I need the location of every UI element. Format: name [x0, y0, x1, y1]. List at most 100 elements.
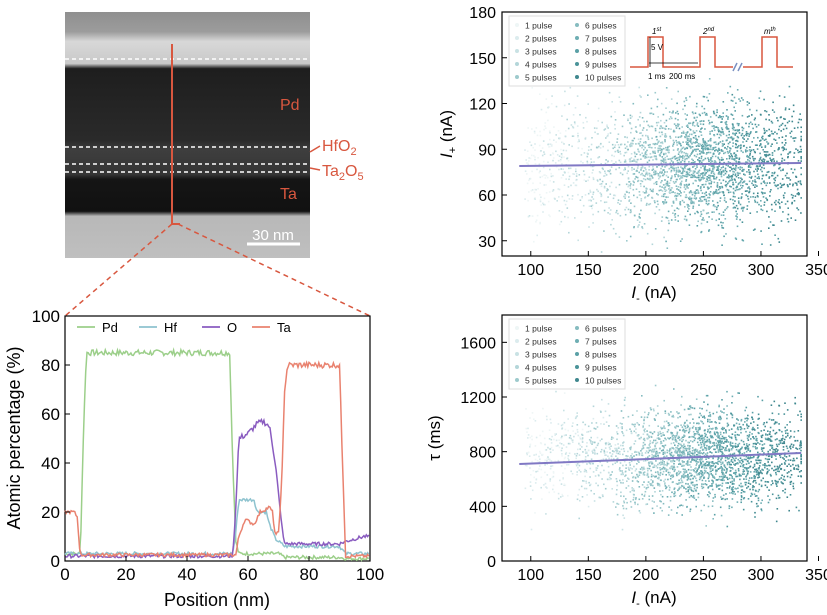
scatter-point	[656, 138, 658, 141]
scatter-point	[682, 108, 684, 111]
scatter-point	[797, 464, 799, 466]
scatter-point	[799, 113, 801, 115]
scatter-point	[624, 160, 627, 163]
scatter-point	[538, 171, 541, 174]
scatter-point	[749, 146, 751, 148]
scatter-point	[543, 184, 546, 186]
scatter-point	[761, 450, 764, 452]
scatter-point	[677, 175, 680, 178]
scatter-point	[551, 190, 554, 192]
scatter-point	[755, 482, 757, 484]
scatter-point	[783, 196, 785, 199]
scatter-point	[643, 422, 645, 425]
scatter-point	[753, 463, 756, 466]
scatter-point	[589, 484, 591, 487]
scatter-point	[688, 205, 691, 207]
scatter-point	[778, 439, 781, 442]
scatter-point	[615, 449, 617, 452]
scatter-point	[625, 206, 628, 209]
scatter-point	[702, 176, 704, 179]
scatter-point	[555, 141, 557, 143]
scatter-point	[734, 173, 737, 175]
scatter-point	[691, 458, 693, 460]
scatter-point	[760, 471, 762, 474]
scatter-point	[632, 188, 635, 191]
scatter-point	[591, 441, 594, 443]
scatter-point	[739, 450, 741, 453]
scatter-point	[720, 182, 722, 184]
scatter-point	[722, 101, 725, 103]
scatter-point	[715, 462, 717, 464]
scatter-point	[622, 417, 625, 419]
scatter-point	[660, 189, 662, 191]
scatter-point	[724, 498, 726, 501]
scatter-point	[646, 467, 649, 470]
scatter-point	[764, 466, 766, 469]
scatter-point	[636, 219, 639, 221]
scatter-point	[742, 185, 744, 187]
scatter-point	[643, 148, 645, 151]
scatter-point	[671, 166, 674, 168]
scatter-point	[735, 488, 738, 490]
scatter-point	[686, 114, 688, 116]
scatter-point	[693, 485, 696, 488]
scatter-point	[729, 463, 731, 466]
scatter-point	[626, 457, 628, 460]
scatter-point	[739, 100, 742, 102]
scatter-point	[676, 159, 679, 162]
scatter-point	[685, 449, 688, 452]
scatter-point	[627, 118, 629, 120]
scatter-point	[567, 455, 570, 457]
scatter-point	[662, 459, 664, 462]
scatter-point	[651, 456, 653, 459]
scatter-point	[621, 431, 623, 433]
scatter-point	[756, 495, 758, 497]
tem-micrograph	[65, 12, 310, 258]
scatter-point	[617, 199, 620, 201]
scatter-point	[634, 152, 636, 155]
scatter-point	[778, 137, 780, 139]
scatter-point	[571, 125, 574, 128]
scatter-point	[730, 136, 733, 138]
scatter-point	[605, 443, 607, 446]
scatter-point	[787, 213, 790, 216]
scatter-point	[756, 424, 759, 426]
scatter-point	[699, 442, 702, 444]
scatter-point	[696, 210, 698, 213]
scatter-point	[758, 432, 760, 435]
scatter-point	[612, 501, 615, 503]
scatter-point	[709, 121, 711, 124]
scatter-point	[795, 148, 797, 150]
scatter-point	[721, 186, 724, 189]
scatter-point	[691, 489, 693, 492]
scatter-point	[735, 210, 737, 213]
scatter-point	[536, 214, 539, 217]
scatter-point	[603, 483, 605, 486]
scatter-point	[722, 191, 725, 193]
scatter-point	[659, 155, 661, 157]
scatter-point	[710, 467, 712, 469]
scatter-point	[702, 138, 704, 140]
scatter-point	[704, 480, 707, 482]
scatter-point	[721, 462, 724, 464]
scatter-point	[625, 507, 628, 510]
scatter-point	[721, 479, 724, 482]
scatter-point	[645, 171, 648, 174]
scatter-point	[755, 165, 758, 168]
scatter-point	[638, 151, 640, 153]
scatter-point	[727, 116, 729, 118]
scatter-point	[786, 218, 789, 220]
scatter-point	[747, 138, 749, 140]
scatter-point	[765, 151, 767, 153]
scatter-point	[734, 431, 737, 433]
scatter-point	[754, 184, 757, 186]
scatter-point	[739, 181, 741, 184]
scatter-point	[598, 171, 601, 173]
scatter-point	[560, 449, 563, 452]
scatter-point	[658, 177, 660, 180]
scatter-point	[549, 131, 551, 134]
scatter-point	[799, 151, 801, 153]
scatter-point	[592, 176, 595, 179]
scatter-point	[680, 404, 682, 406]
scatter-point	[649, 143, 651, 146]
